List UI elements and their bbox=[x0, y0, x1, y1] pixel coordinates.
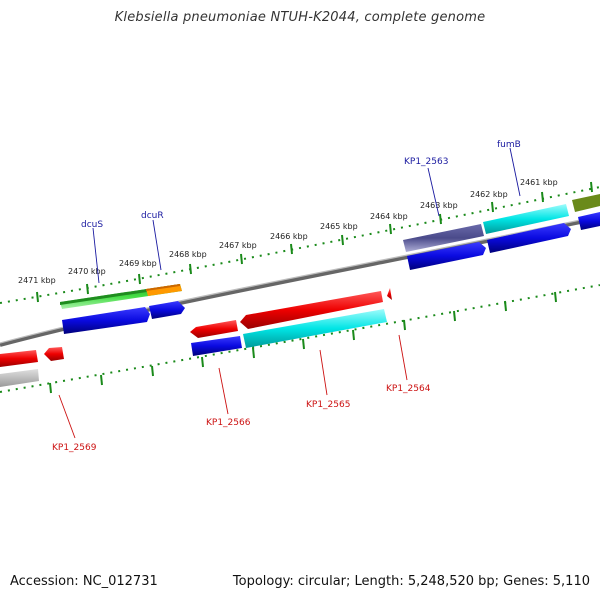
gene-olive-partial[interactable] bbox=[572, 194, 600, 212]
lower-tick-ruler bbox=[0, 284, 600, 394]
gene-KP1_2564[interactable] bbox=[387, 288, 392, 300]
tick-label-2463: 2463 kbp bbox=[420, 201, 458, 210]
gene-label-KP1_2566[interactable]: KP1_2566 bbox=[206, 418, 251, 428]
cds-upper-2[interactable] bbox=[149, 301, 185, 319]
tick-label-2465: 2465 kbp bbox=[320, 222, 358, 231]
gene-gray-partial[interactable] bbox=[0, 369, 39, 387]
cds-upper-4[interactable] bbox=[487, 223, 571, 253]
genome-stats-label: Topology: circular; Length: 5,248,520 bp… bbox=[232, 574, 590, 589]
tick-label-2466: 2466 kbp bbox=[270, 232, 308, 241]
gene-red-small-left[interactable] bbox=[44, 347, 64, 361]
tick-label-2461: 2461 kbp bbox=[520, 178, 558, 187]
gene-label-dcuR[interactable]: dcuR bbox=[141, 211, 164, 221]
cds-upper-5[interactable] bbox=[578, 212, 600, 230]
tick-label-2470: 2470 kbp bbox=[68, 267, 106, 276]
gene-label-fumB[interactable]: fumB bbox=[497, 140, 521, 150]
gene-dcuR[interactable] bbox=[146, 284, 182, 296]
tick-label-2464: 2464 kbp bbox=[370, 212, 408, 221]
cds-lower-blue[interactable] bbox=[191, 336, 242, 356]
gene-KP1_2563[interactable] bbox=[403, 224, 484, 252]
gene-red-left-partial[interactable] bbox=[0, 350, 38, 367]
gene-label-KP1_2563[interactable]: KP1_2563 bbox=[404, 157, 448, 167]
gene-fumB[interactable] bbox=[483, 204, 569, 234]
tick-label-2469: 2469 kbp bbox=[119, 259, 157, 268]
gene-label-dcuS[interactable]: dcuS bbox=[81, 220, 103, 230]
tick-label-2467: 2467 kbp bbox=[219, 241, 257, 250]
genome-title: Klebsiella pneumoniae NTUH-K2044, comple… bbox=[114, 10, 486, 25]
tick-label-2462: 2462 kbp bbox=[470, 190, 508, 199]
gene-label-KP1_2564[interactable]: KP1_2564 bbox=[386, 384, 431, 394]
cds-upper-3[interactable] bbox=[407, 242, 486, 270]
upper-tick-ruler bbox=[0, 181, 600, 304]
gene-KP1_2565[interactable] bbox=[240, 291, 383, 329]
gene-label-KP1_2565[interactable]: KP1_2565 bbox=[306, 400, 350, 410]
accession-label: Accession: NC_012731 bbox=[10, 574, 158, 589]
tick-label-2468: 2468 kbp bbox=[169, 250, 207, 259]
cds-lower-cyan[interactable] bbox=[243, 309, 387, 348]
gene-label-KP1_2569[interactable]: KP1_2569 bbox=[52, 443, 97, 453]
tick-label-2471: 2471 kbp bbox=[18, 276, 56, 285]
gene-KP1_2566[interactable] bbox=[190, 320, 238, 338]
cds-upper-1[interactable] bbox=[62, 307, 150, 334]
